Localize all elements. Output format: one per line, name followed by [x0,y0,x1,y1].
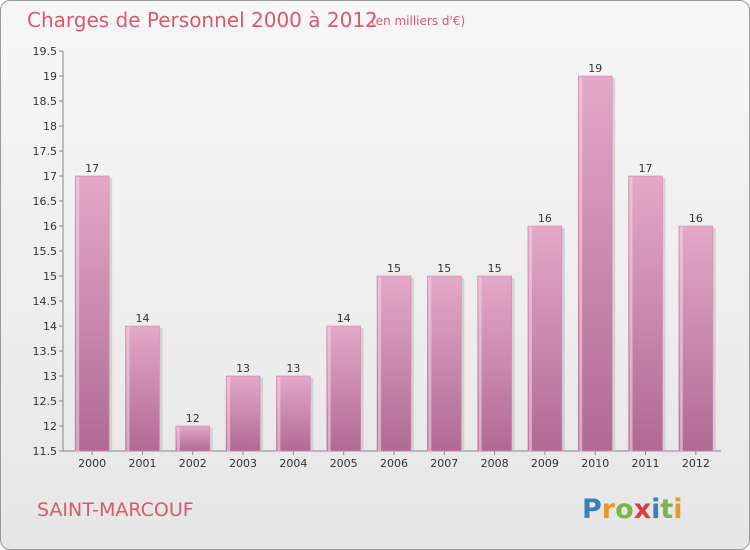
x-tick-label: 2004 [279,457,307,470]
x-tick-label: 2012 [682,457,710,470]
x-tick-label: 2002 [179,457,207,470]
bar-highlight [126,327,130,451]
y-tick-label: 13.5 [33,345,58,358]
x-tick-label: 2001 [128,457,156,470]
bar [175,425,211,452]
x-tick-label: 2010 [581,457,609,470]
place-name: SAINT-MARCOUF [37,499,194,521]
bar-value-label: 19 [588,62,602,75]
bar [427,275,462,452]
y-tick-label: 12 [43,420,57,433]
bar [577,75,613,452]
bar-highlight [528,227,532,451]
bar-value-label: 14 [337,312,351,325]
y-tick-label: 19 [43,70,57,83]
bar-value-label: 17 [85,162,99,175]
bar-value-label: 15 [437,262,451,275]
bar-value-label: 16 [538,212,552,225]
y-tick-label: 14 [43,320,57,333]
y-tick-label: 16.5 [33,195,58,208]
bar-value-label: 16 [689,212,703,225]
x-tick-label: 2009 [531,457,559,470]
bar-value-label: 15 [387,262,401,275]
x-tick-label: 2006 [380,457,408,470]
logo-letter: i [651,494,660,525]
bar-highlight [327,327,331,451]
bar-highlight [579,77,583,451]
bar [376,275,412,452]
logo-letter: x [634,494,651,525]
y-tick-label: 12.5 [33,395,58,408]
proxiti-logo: Proxiti [582,494,683,525]
x-tick-label: 2000 [78,457,106,470]
chart-title: Charges de Personnel 2000 à 2012 [27,8,378,32]
bar [74,175,110,452]
bar-highlight [227,377,231,451]
y-tick-label: 17 [43,170,57,183]
bar [326,325,361,452]
y-tick-label: 18 [43,120,57,133]
bar [678,225,714,452]
logo-letter: i [673,494,682,525]
bar [527,225,563,452]
bar-value-label: 17 [639,162,653,175]
y-tick-label: 13 [43,370,57,383]
logo-letter: r [602,494,616,525]
bar-value-label: 15 [488,262,502,275]
y-tick-label: 16 [43,220,57,233]
bar [276,375,311,452]
y-tick-label: 19.5 [33,45,58,58]
axes: 11.5 12 12.5 13 13.5 14 14.5 15 15.5 16 16.5 17 17.5… [33,45,721,470]
bar [225,375,261,452]
bar-value-label: 14 [135,312,149,325]
bar-highlight [176,427,180,451]
x-tick-label: 2005 [330,457,358,470]
x-tick-label: 2011 [632,457,660,470]
x-tick-label: 2008 [481,457,509,470]
logo-letter: o [615,494,634,525]
chart-subtitle: (en milliers d'€) [371,14,465,28]
logo-letter: P [582,494,602,525]
y-tick-label: 17.5 [33,145,58,158]
y-tick-label: 15.5 [33,245,58,258]
bar-value-label: 12 [186,412,200,425]
bar-highlight [277,377,281,451]
bar-highlight [76,177,80,451]
bar-highlight [679,227,683,451]
y-tick-label: 14.5 [33,295,58,308]
x-tick-label: 2007 [430,457,458,470]
bar-value-label: 13 [236,362,250,375]
y-tick-label: 15 [43,270,57,283]
bar-highlight [478,277,482,451]
logo-letter: t [660,494,673,525]
bar-value-label: 13 [286,362,300,375]
y-tick-label: 11.5 [33,445,58,458]
bar [628,175,663,452]
x-tick-label: 2003 [229,457,257,470]
bar-highlight [378,277,381,451]
y-tick-label: 18.5 [33,95,58,108]
bars: 17 14 12 13 13 14 15 15 15 16 19 17 16 [74,62,716,452]
bar-highlight [629,177,633,451]
bar [125,325,160,452]
bar-highlight [428,277,432,451]
bar [477,275,512,452]
